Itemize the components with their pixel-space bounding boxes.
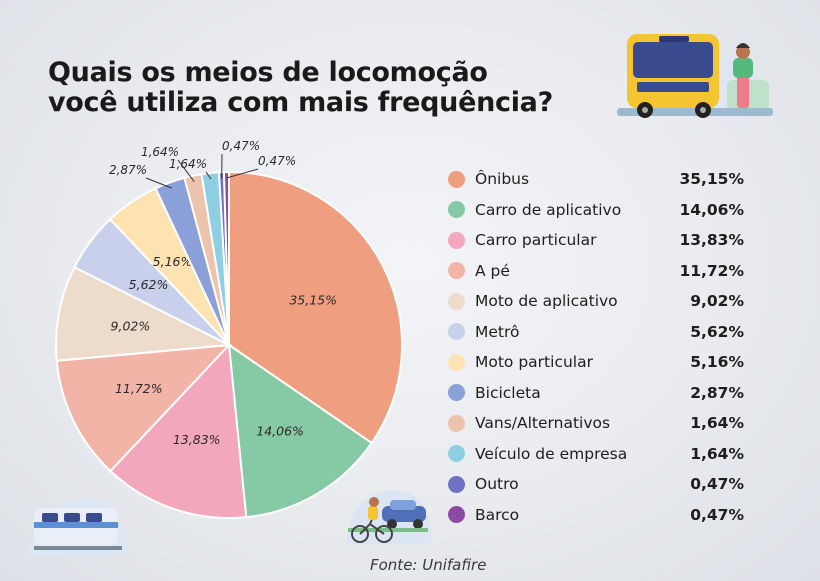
legend-label: Carro de aplicativo [475,200,622,219]
legend-value: 2,87% [690,383,744,402]
legend-label: Vans/Alternativos [475,414,611,433]
pie-callout-line-bicicleta [145,177,172,189]
train-illustration [28,497,126,556]
legend-item-moto-particular: Moto particular 5,16% [448,347,748,378]
pie-slice-carro-de-aplicativo [227,342,373,519]
pie-label-bicicleta: 2,87% [109,163,147,177]
legend-label: Metrô [475,322,520,341]
legend: Ônibus 35,15% Carro de aplicativo 14,06% Car… [448,164,748,530]
pie-callout-line-barco [226,168,259,179]
legend-swatch [448,170,465,188]
source-note: Fonte: Unifafire [370,556,487,574]
pie-label-veiculo-de-empresa: 1,64% [169,157,207,171]
legend-label: Moto particular [475,353,593,372]
legend-item-moto-de-aplicativo: Moto de aplicativo 9,02% [448,286,748,317]
legend-swatch [448,353,465,371]
legend-value: 5,16% [690,353,744,372]
pie-slice-barco [222,170,230,346]
pie-slice-carro-particular [109,342,248,519]
legend-swatch [448,445,465,463]
legend-item-carro-particular: Carro particular 13,83% [448,225,748,256]
legend-swatch [448,323,465,341]
pie-callout-line-vans-alternativos [177,159,195,182]
pie-slice-onibus [228,170,403,445]
legend-label: Veículo de empresa [475,444,628,463]
pie-label-vans-alternativos: 1,64% [141,145,179,159]
legend-item-carro-de-aplicativo: Carro de aplicativo 14,06% [448,195,748,226]
chart-title: Quais os meios de locomoção você utiliza… [48,58,553,118]
pie-label-metro: 5,62% [129,277,169,292]
chart-title-line-1: Quais os meios de locomoção [48,57,488,88]
bus-illustration [617,34,773,118]
legend-item-vans-alternativos: Vans/Alternativos 1,64% [448,408,748,439]
legend-swatch [448,231,465,249]
legend-value: 35,15% [679,170,744,189]
legend-value: 0,47% [690,475,744,494]
legend-swatch [448,384,465,402]
legend-value: 1,64% [690,444,744,463]
pie-label-barco: 0,47% [258,154,296,168]
legend-swatch [448,506,465,524]
pie-label-moto-de-aplicativo: 9,02% [111,318,151,333]
legend-value: 9,02% [690,292,744,311]
pie-label-carro-de-aplicativo: 14,06% [256,423,304,438]
pie-slice-moto-de-aplicativo [55,265,233,362]
legend-value: 13,83% [679,231,744,250]
legend-label: Moto de aplicativo [475,292,618,311]
pie-label-moto-particular: 5,16% [153,254,193,269]
legend-value: 0,47% [690,505,744,524]
legend-value: 1,64% [690,414,744,433]
legend-label: Barco [475,505,520,524]
legend-label: Ônibus [475,170,530,189]
legend-swatch [448,292,465,310]
legend-value: 14,06% [679,200,744,219]
legend-item-onibus: Ônibus 35,15% [448,164,748,195]
legend-item-barco: Barco 0,47% [448,500,748,531]
legend-item-outro: Outro 0,47% [448,469,748,500]
pie-label-carro-particular: 13,83% [173,432,221,447]
legend-label: Carro particular [475,231,597,250]
legend-item-a-pe: A pé 11,72% [448,256,748,287]
legend-label: Bicicleta [475,383,541,402]
legend-swatch [448,201,465,219]
legend-swatch [448,262,465,280]
bicycle-illustration [346,490,432,544]
chart-title-line-2: você utiliza com mais frequência? [48,87,553,118]
legend-label: A pé [475,261,510,280]
pie-slice-a-pe [55,343,232,473]
legend-item-veiculo-de-empresa: Veículo de empresa 1,64% [448,439,748,470]
pie-label-a-pe: 11,72% [115,381,163,396]
pie-callout-line-veiculo-de-empresa [205,171,212,180]
legend-item-metro: Metrô 5,62% [448,317,748,348]
legend-swatch [448,475,465,493]
pie-label-onibus: 35,15% [289,293,337,308]
legend-value: 11,72% [679,261,744,280]
legend-label: Outro [475,475,519,494]
legend-value: 5,62% [690,322,744,341]
pie-label-outro: 0,47% [222,139,260,153]
legend-item-bicicleta: Bicicleta 2,87% [448,378,748,409]
legend-swatch [448,414,465,432]
